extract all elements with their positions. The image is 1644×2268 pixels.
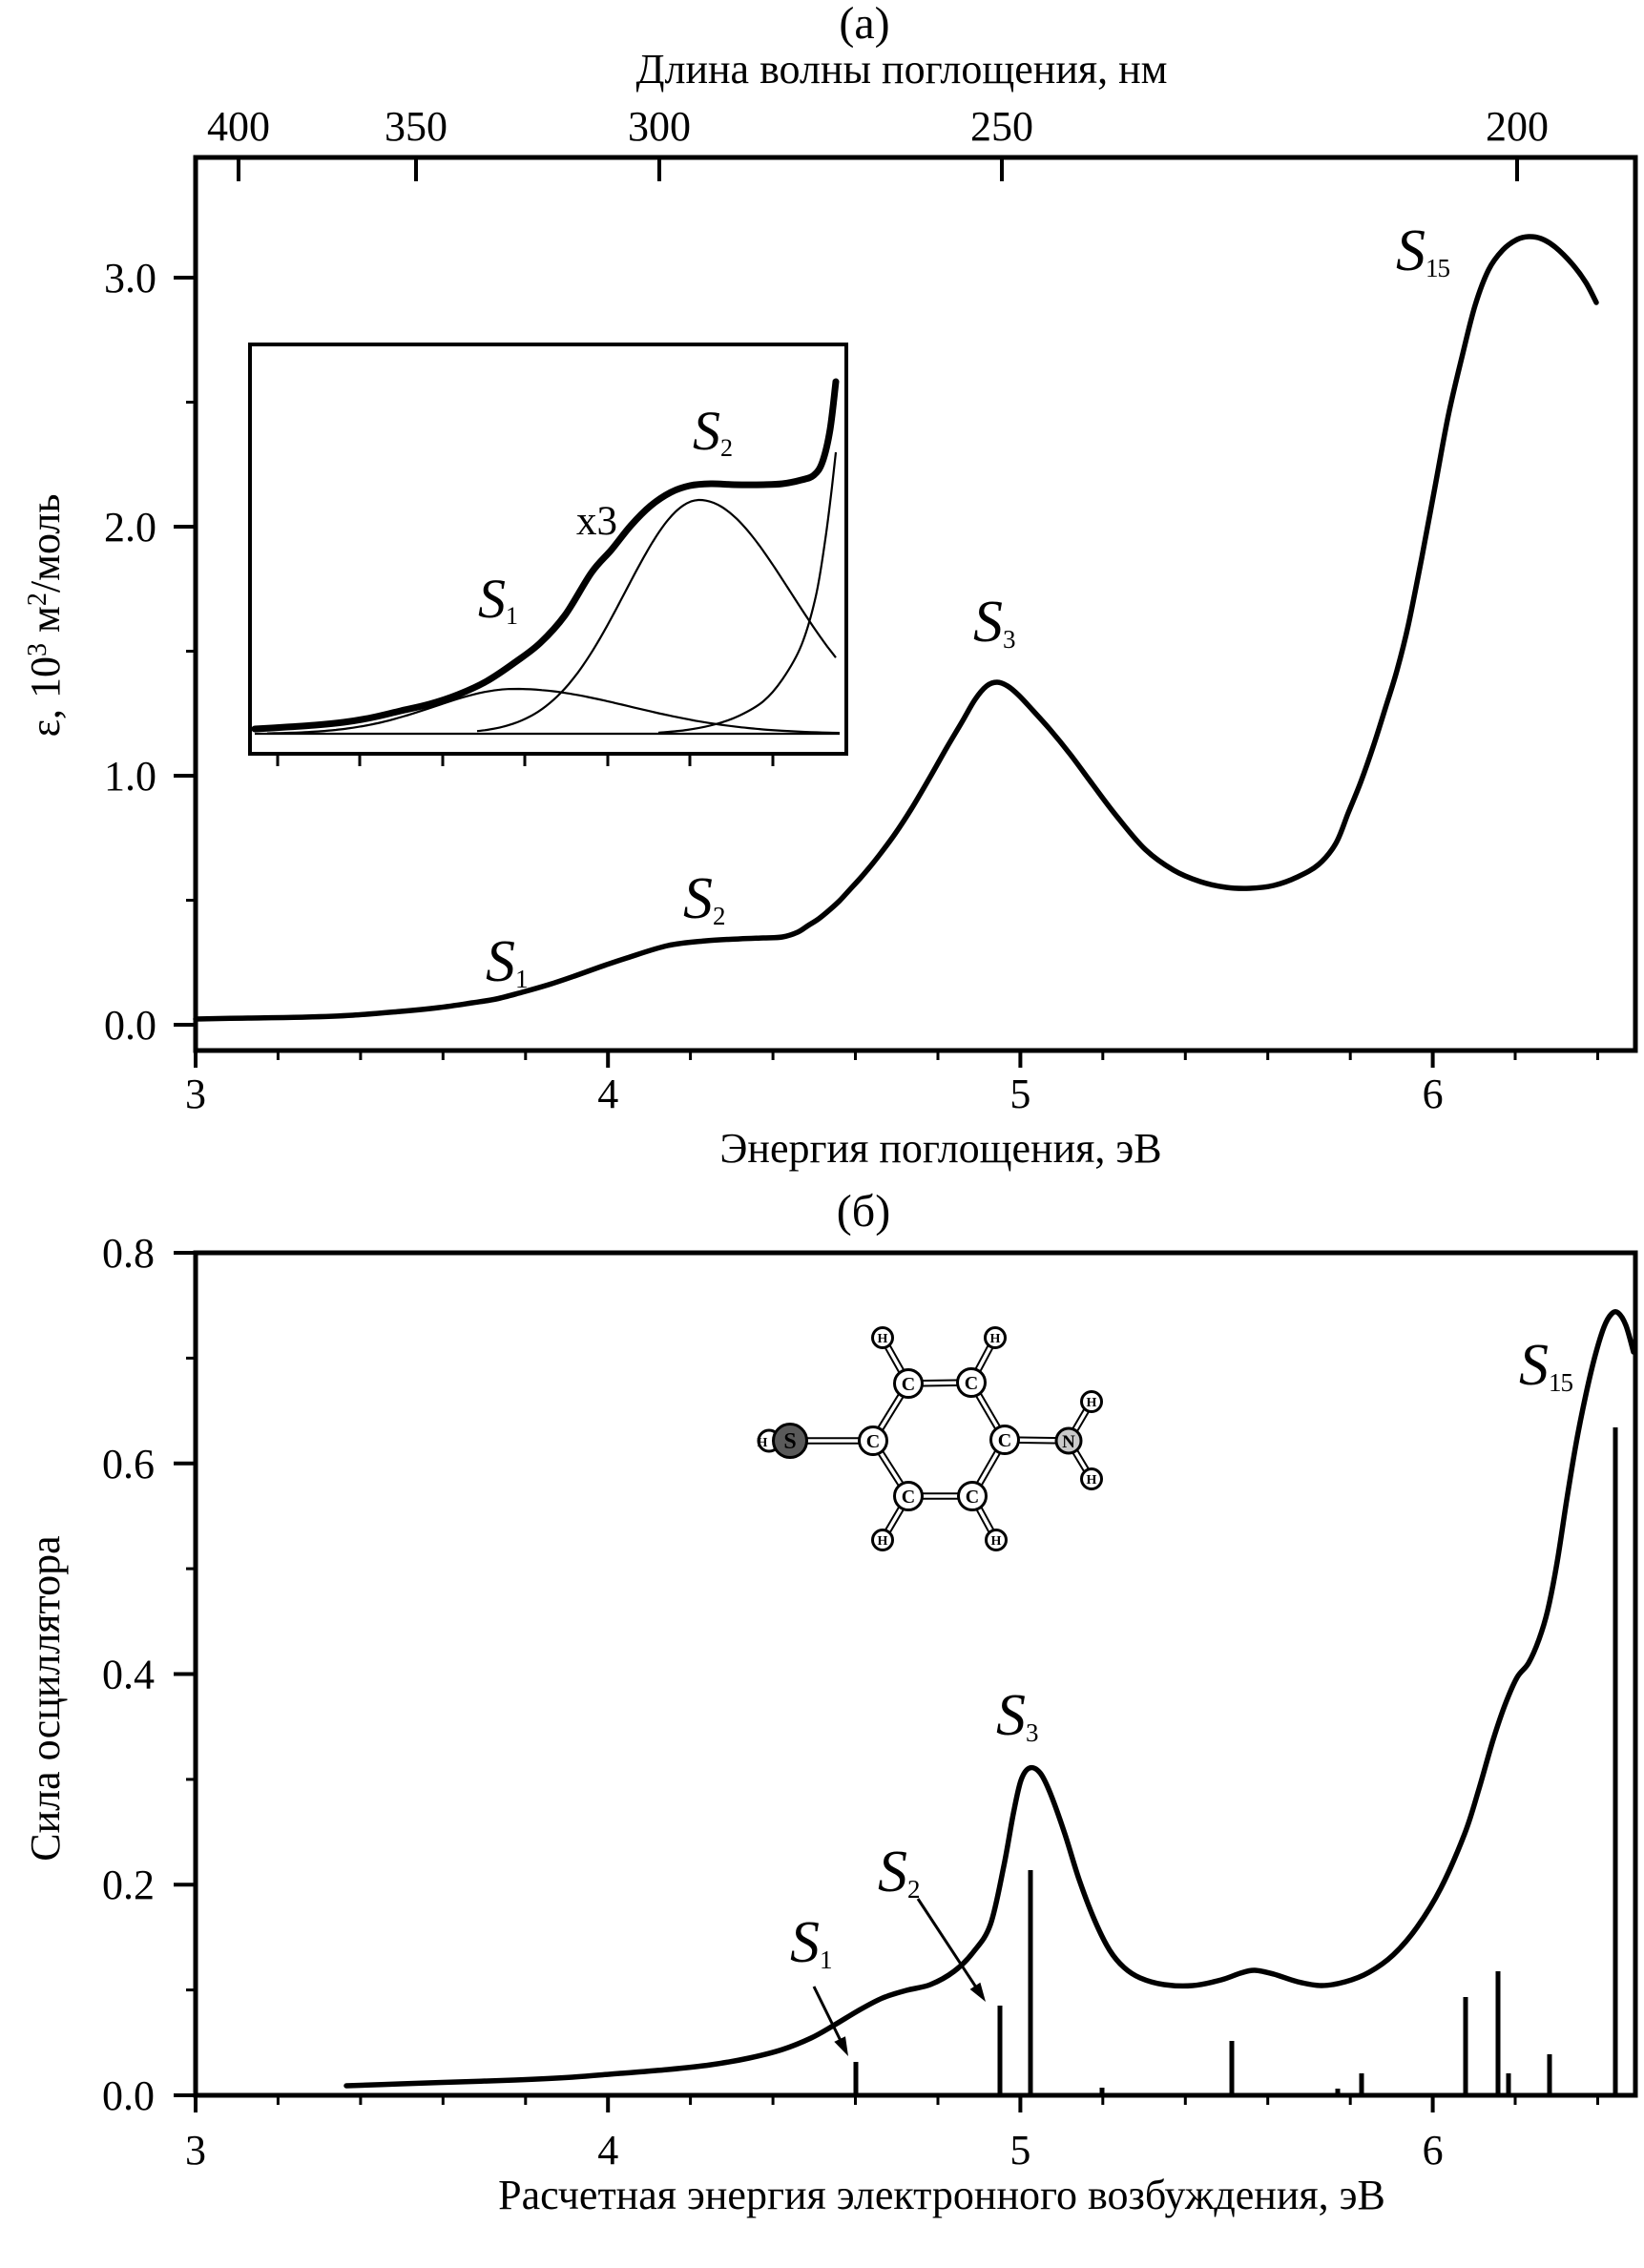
svg-text:C: C [966, 1487, 979, 1508]
svg-text:Расчетная энергия электронного: Расчетная энергия электронного возбужден… [498, 2172, 1385, 2218]
svg-text:350: 350 [385, 103, 447, 150]
svg-text:N: N [1062, 1432, 1075, 1452]
svg-text:0.0: 0.0 [104, 1002, 156, 1049]
svg-text:400: 400 [207, 103, 270, 150]
svg-text:6: 6 [1423, 1071, 1444, 1117]
svg-text:x3: x3 [576, 499, 617, 544]
svg-text:H: H [1087, 1396, 1097, 1410]
svg-text:5: 5 [1009, 1071, 1030, 1117]
svg-text:Сила осциллятора: Сила осциллятора [22, 1535, 69, 1861]
svg-text:H: H [878, 1332, 888, 1346]
svg-text:H: H [878, 1534, 888, 1549]
svg-text:300: 300 [628, 103, 691, 150]
svg-text:C: C [866, 1431, 880, 1452]
svg-text:1.0: 1.0 [104, 753, 156, 800]
svg-text:0.8: 0.8 [102, 1230, 155, 1277]
svg-text:3: 3 [185, 2127, 206, 2174]
svg-text:H: H [990, 1332, 1001, 1346]
svg-text:0.6: 0.6 [102, 1441, 155, 1488]
svg-text:3.0: 3.0 [104, 255, 156, 302]
svg-text:C: C [902, 1374, 915, 1395]
svg-text:3: 3 [185, 1071, 206, 1117]
svg-text:200: 200 [1486, 103, 1549, 150]
svg-text:ε, 103 м2/моль: ε, 103 м2/моль [22, 494, 69, 738]
svg-text:4: 4 [597, 2127, 618, 2174]
svg-text:C: C [998, 1430, 1011, 1451]
svg-text:0.2: 0.2 [102, 1862, 155, 1908]
svg-text:H: H [758, 1436, 768, 1450]
svg-text:0.0: 0.0 [102, 2072, 155, 2119]
svg-text:250: 250 [970, 103, 1033, 150]
svg-text:0.4: 0.4 [102, 1652, 155, 1698]
svg-text:C: C [902, 1487, 915, 1508]
svg-text:Длина волны поглощения, нм: Длина волны поглощения, нм [635, 46, 1167, 93]
svg-text:H: H [991, 1534, 1002, 1549]
svg-text:5: 5 [1009, 2127, 1030, 2174]
svg-text:(а): (а) [839, 0, 889, 49]
svg-text:H: H [1087, 1473, 1097, 1488]
svg-text:2.0: 2.0 [104, 504, 156, 551]
svg-text:S: S [783, 1429, 796, 1454]
svg-text:Энергия поглощения, эВ: Энергия поглощения, эВ [719, 1125, 1161, 1172]
svg-text:6: 6 [1423, 2127, 1444, 2174]
svg-text:(б): (б) [837, 1186, 890, 1237]
svg-text:C: C [965, 1373, 978, 1394]
svg-text:4: 4 [597, 1071, 618, 1117]
